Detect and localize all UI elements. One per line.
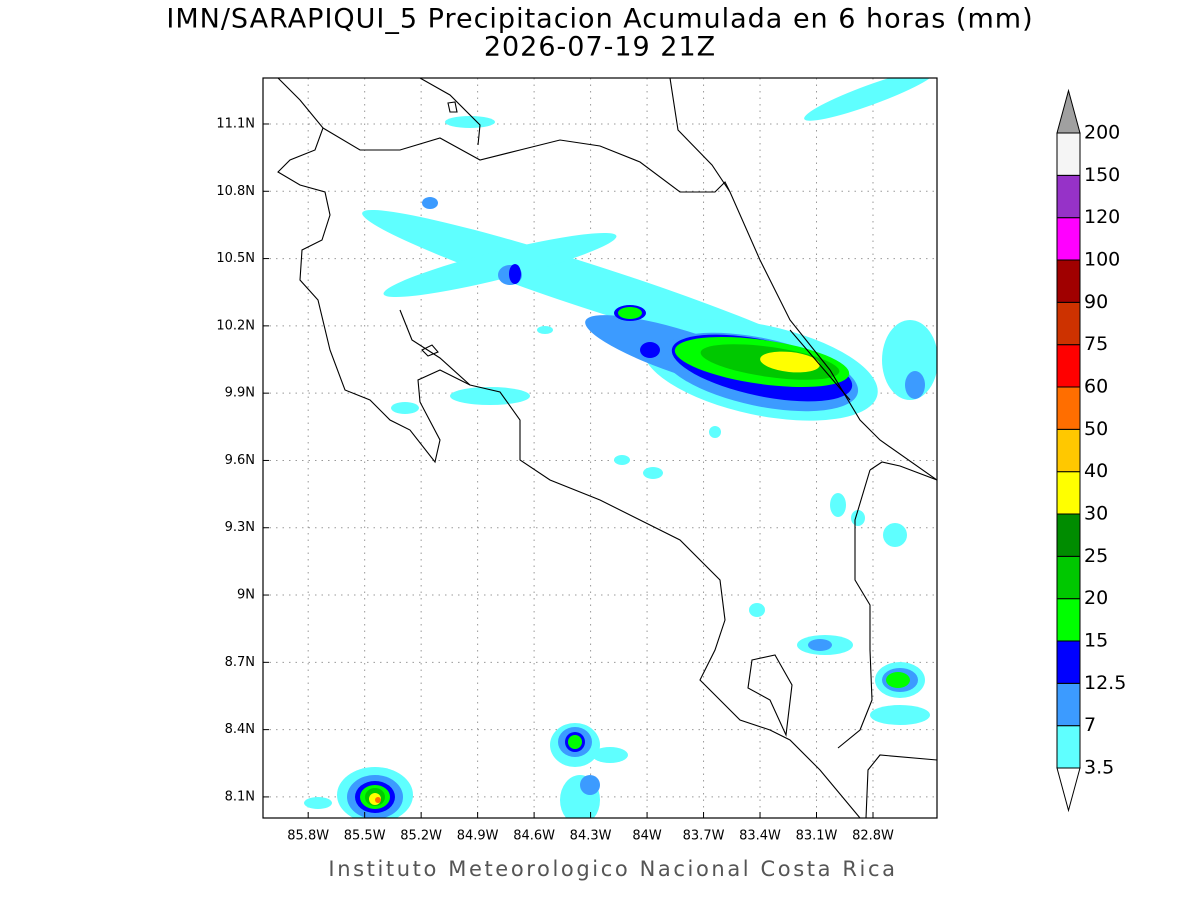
colorbar-label: 75 <box>1084 333 1108 355</box>
colorbar-label: 7 <box>1084 714 1096 736</box>
colorbar-label: 12.5 <box>1084 672 1126 694</box>
colorbar-label: 100 <box>1084 249 1120 271</box>
colorbar-box <box>1056 132 1081 176</box>
colorbar-box <box>1056 513 1081 557</box>
grid <box>263 78 937 818</box>
colorbar-box <box>1056 301 1081 346</box>
colorbar-label: 20 <box>1084 587 1108 609</box>
precip-field <box>304 78 937 818</box>
colorbar-box <box>1056 555 1081 600</box>
map-frame <box>262 77 938 819</box>
colorbar-box <box>1056 598 1081 642</box>
colorbar-box <box>1056 344 1081 388</box>
y-tick-label: 9.9N <box>225 386 255 401</box>
title: IMN/SARAPIQUI_5 Precipitacion Acumulada … <box>166 4 1033 35</box>
x-tick-label: 85.8W <box>287 829 329 844</box>
x-tick-label: 83.4W <box>739 829 781 844</box>
x-tick-label: 83.7W <box>683 829 725 844</box>
x-tick-label: 85.2W <box>400 829 442 844</box>
colorbar-label: 90 <box>1084 291 1108 313</box>
colorbar-label: 200 <box>1084 122 1120 144</box>
y-tick-label: 10.5N <box>216 251 255 266</box>
y-tick-label: 10.2N <box>216 318 255 333</box>
colorbar-label: 120 <box>1084 206 1120 228</box>
colorbar-label: 150 <box>1084 164 1120 186</box>
colorbar-box <box>1056 640 1081 684</box>
colorbar-label: 40 <box>1084 460 1108 482</box>
y-tick-label: 8.1N <box>225 789 255 804</box>
colorbar-box <box>1056 217 1081 261</box>
y-tick-label: 10.8N <box>216 184 255 199</box>
colorbar-label: 30 <box>1084 503 1108 525</box>
y-tick-label: 8.7N <box>225 655 255 670</box>
x-tick-label: 83.1W <box>796 829 838 844</box>
colorbar-box <box>1056 725 1081 769</box>
colorbar-box <box>1056 174 1081 219</box>
x-tick-label: 82.8W <box>852 829 894 844</box>
y-tick-label: 9.6N <box>225 453 255 468</box>
x-tick-label: 84.3W <box>570 829 612 844</box>
colorbar-label: 3.5 <box>1084 757 1114 779</box>
colorbar-box <box>1056 386 1081 430</box>
coastlines <box>277 78 937 818</box>
x-tick-label: 84.9W <box>457 829 499 844</box>
colorbar-box <box>1056 428 1081 473</box>
y-tick-label: 11.1N <box>216 116 255 131</box>
colorbar-label: 25 <box>1084 545 1108 567</box>
colorbar-over <box>1056 88 1081 134</box>
x-tick-label: 84.6W <box>513 829 555 844</box>
colorbar-box <box>1056 471 1081 515</box>
x-tick-label: 84W <box>632 829 662 844</box>
colorbar-label: 50 <box>1084 418 1108 440</box>
y-tick-label: 9.3N <box>225 520 255 535</box>
colorbar-label: 60 <box>1084 376 1108 398</box>
colorbar-under <box>1056 767 1081 813</box>
colorbar-box <box>1056 259 1081 303</box>
axes: 85.8W 85.5W 85.2W 84.9W 84.6W 84.3W 84W 83.7W 83… <box>216 116 894 843</box>
colorbar-label: 15 <box>1084 630 1108 652</box>
colorbar-box <box>1056 682 1081 727</box>
y-tick-label: 8.4N <box>225 722 255 737</box>
subtitle: 2026-07-19 21Z <box>484 32 716 63</box>
footer: Instituto Meteorologico Nacional Costa R… <box>328 857 897 881</box>
x-tick-label: 85.5W <box>344 829 386 844</box>
colorbar: 3.5 7 12.5 15 20 25 30 40 50 60 75 90 100 120 150 200 <box>1056 88 1126 813</box>
y-tick-label: 9N <box>237 588 255 603</box>
